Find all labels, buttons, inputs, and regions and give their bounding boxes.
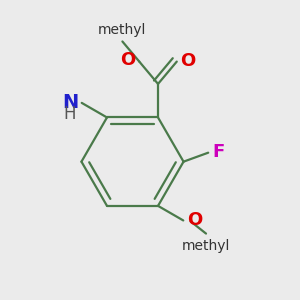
Text: methyl: methyl <box>182 239 230 253</box>
Text: O: O <box>120 51 136 69</box>
Text: F: F <box>212 143 224 161</box>
Text: methyl: methyl <box>98 23 147 37</box>
Text: O: O <box>187 211 202 229</box>
Text: N: N <box>62 92 78 112</box>
Text: O: O <box>180 52 196 70</box>
Text: H: H <box>64 105 76 123</box>
